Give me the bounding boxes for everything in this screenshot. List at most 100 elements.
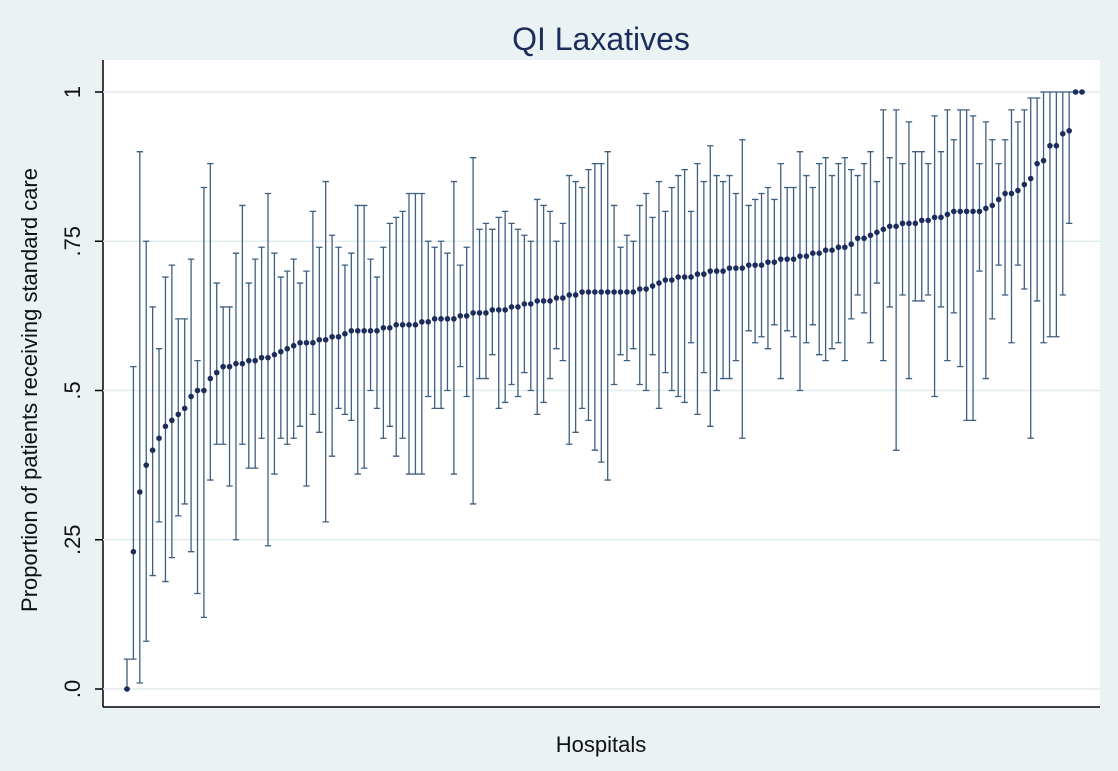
y-tick-label: .75: [60, 226, 85, 257]
point: [560, 295, 566, 301]
error-bar: [207, 162, 214, 481]
error-bar: [886, 157, 893, 308]
error-bar: [867, 151, 874, 344]
error-bar: [777, 162, 784, 380]
point: [951, 208, 957, 215]
point: [290, 342, 297, 349]
error-bar: [1046, 91, 1054, 338]
error-bar: [290, 258, 297, 439]
point: [483, 310, 489, 316]
point: [239, 360, 246, 367]
error-bar: [514, 228, 522, 398]
error-bar: [553, 240, 560, 350]
point: [1066, 128, 1072, 134]
point: [938, 214, 944, 221]
error-bar: [1040, 91, 1047, 344]
point: [438, 316, 444, 322]
error-bar: [425, 240, 432, 398]
point: [1021, 181, 1028, 188]
point: [213, 369, 220, 376]
point: [784, 256, 790, 262]
point: [553, 295, 560, 301]
point: [1059, 130, 1066, 137]
error-bar: [495, 216, 502, 410]
error-bar: [476, 228, 483, 380]
point: [585, 289, 592, 295]
point: [457, 313, 464, 319]
point: [707, 268, 714, 274]
error-bar: [296, 282, 304, 427]
error-bar: [796, 151, 804, 392]
error-bar: [1053, 91, 1060, 338]
point: [540, 298, 547, 304]
point: [912, 220, 919, 227]
error-bar: [1065, 91, 1073, 224]
error-bar: [982, 121, 990, 380]
error-bar: [809, 186, 817, 326]
error-bar: [591, 162, 599, 451]
error-bar: [899, 162, 906, 296]
error-bar: [335, 246, 342, 410]
point: [431, 316, 438, 322]
point: [617, 289, 624, 295]
point: [534, 298, 541, 304]
error-bar: [1008, 109, 1015, 344]
error-bar: [175, 318, 182, 517]
error-bar: [841, 157, 849, 362]
error-bar: [1033, 97, 1041, 302]
point: [989, 202, 996, 209]
error-bar: [258, 246, 265, 439]
point: [252, 357, 258, 364]
error-bar: [155, 348, 163, 523]
point: [662, 277, 669, 283]
point: [495, 307, 502, 313]
point: [835, 244, 842, 251]
point: [848, 241, 855, 248]
point: [386, 325, 393, 331]
error-bar: [444, 252, 451, 392]
point: [175, 411, 182, 418]
error-bar: [130, 365, 137, 660]
error-bar: [527, 240, 534, 392]
error-bar: [1014, 121, 1022, 266]
error-bar: [1001, 139, 1009, 296]
error-bar: [726, 174, 733, 380]
point: [752, 262, 758, 268]
error-bar: [463, 246, 470, 398]
point: [374, 328, 380, 334]
point: [322, 336, 329, 343]
error-bar: [489, 228, 496, 356]
error-bar: [482, 222, 490, 380]
point: [188, 393, 194, 400]
point: [643, 286, 649, 292]
error-bar: [822, 157, 829, 362]
point: [149, 447, 156, 454]
error-bar: [912, 151, 919, 302]
point: [1072, 89, 1079, 95]
point: [156, 435, 162, 442]
point: [636, 286, 643, 292]
point: [245, 357, 252, 364]
error-bar: [328, 234, 336, 457]
point: [797, 253, 803, 259]
error-bar: [598, 162, 605, 463]
error-bar: [219, 306, 227, 445]
point: [1008, 190, 1015, 197]
error-bar: [405, 192, 413, 475]
point: [777, 256, 784, 262]
point: [451, 316, 457, 322]
point: [829, 247, 835, 254]
point: [701, 271, 707, 277]
point: [1040, 157, 1047, 164]
point: [310, 339, 316, 346]
point: [130, 548, 137, 555]
error-bar: [566, 174, 573, 445]
error-bar: [976, 162, 983, 272]
error-bar: [950, 139, 958, 314]
point: [886, 223, 893, 230]
error-bar: [149, 306, 156, 577]
error-bar: [309, 210, 317, 416]
y-tick-label: .0: [60, 680, 85, 698]
y-tick-label: .25: [60, 524, 85, 555]
